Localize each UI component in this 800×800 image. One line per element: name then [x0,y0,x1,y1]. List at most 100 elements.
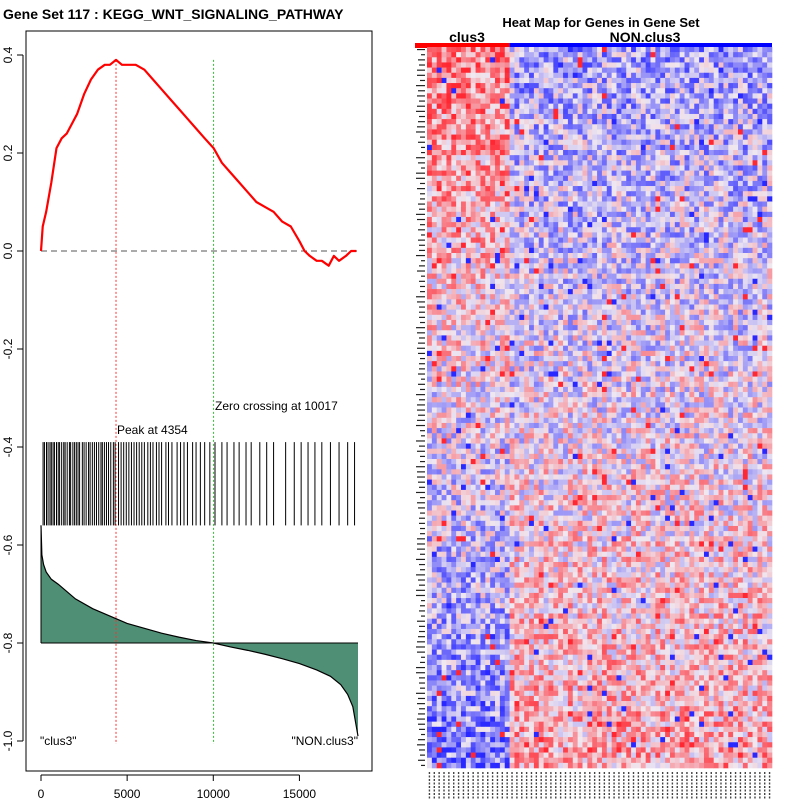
heatmap-cell [485,191,491,197]
heatmap-cell [592,309,598,316]
heatmap-cell [456,88,462,94]
heatmap-cell [767,356,773,362]
heatmap-cell [737,144,744,151]
heatmap-cell [475,155,481,161]
heatmap-cell [626,155,632,161]
heatmap-cell [703,72,710,79]
heatmap-cell [621,134,627,140]
heatmap-cell [747,77,753,84]
heatmap-cell [631,237,637,243]
heatmap-cell [742,366,749,372]
heatmap-cell [431,196,438,202]
heatmap-cell [563,397,569,403]
heatmap-cell [626,247,632,254]
heatmap-cell [635,319,642,326]
heatmap-cell [563,191,569,197]
heatmap-cell [451,72,457,79]
heatmap-cell [441,299,447,305]
heatmap-cell [737,258,744,264]
heatmap-cell [597,289,603,295]
heatmap-cell [436,273,442,280]
heatmap-cell [635,304,642,310]
heatmap-cell [679,340,685,346]
heatmap-cell [728,335,734,341]
heatmap-cell [635,247,642,254]
heatmap-cell [572,273,578,280]
heatmap-cell [660,206,666,213]
heatmap-cell [713,211,719,218]
heatmap-cell [499,57,506,63]
heatmap-cell [757,366,763,372]
heatmap-cell [645,335,651,341]
heatmap-cell [728,392,734,398]
heatmap-cell [456,232,462,238]
heatmap-cell [563,180,569,187]
heatmap-cell [703,294,710,300]
heatmap-cell [553,180,559,187]
heatmap-cell [674,83,680,89]
heatmap-cell [543,180,549,187]
heatmap-cell [713,170,719,177]
heatmap-cell [543,206,549,213]
heatmap-cell [640,113,646,120]
heatmap-cell [436,376,442,383]
heatmap-cell [499,381,506,388]
heatmap-cell [533,330,540,336]
heatmap-cell [601,309,608,316]
heatmap-cell [514,376,520,383]
heatmap-cell [533,47,540,53]
heatmap-cell [563,144,569,151]
heatmap-cell [631,227,637,233]
heatmap-cell [480,335,486,341]
heatmap-cell [436,371,442,377]
heatmap-cell [563,67,569,74]
heatmap-cell [558,129,564,135]
heatmap-cell [723,67,729,74]
heatmap-cell [480,325,486,331]
heatmap-cell [509,191,515,197]
heatmap-cell [509,258,515,264]
heatmap-cell [582,88,588,94]
heatmap-cell [456,180,462,187]
heatmap-cell [514,124,520,130]
heatmap-cell [660,340,666,346]
heatmap-cell [533,216,540,223]
heatmap-cell [645,134,651,140]
heatmap-cell [689,278,695,285]
heatmap-cell [767,191,773,197]
heatmap-cell [461,242,467,249]
heatmap-cell [427,294,433,300]
heatmap-cell [456,103,462,110]
heatmap-cell [441,129,447,135]
heatmap-cell [495,175,501,182]
heatmap-cell [451,330,457,336]
heatmap-cell [582,268,588,274]
heatmap-cell [635,330,642,336]
heatmap-cell [451,139,457,146]
heatmap-cell [485,304,491,310]
heatmap-cell [635,258,642,264]
heatmap-cell [689,268,695,274]
heatmap-cell [431,175,438,182]
heatmap-cell [490,314,496,321]
heatmap-cell [684,319,690,326]
heatmap-cell [524,180,530,187]
heatmap-cell [553,299,559,305]
heatmap-cell [645,319,651,326]
heatmap-cell [597,160,603,166]
heatmap-cell [436,57,442,63]
heatmap-cell [499,83,506,89]
heatmap-cell [660,227,666,233]
heatmap-cell [752,361,758,367]
heatmap-cell [519,211,525,218]
heatmap-cell [446,340,452,346]
heatmap-cell [631,62,637,68]
heatmap-cell [504,206,510,213]
heatmap-cell [509,129,515,135]
heatmap-cell [611,299,617,305]
heatmap-cell [451,77,457,84]
heatmap-cell [582,371,588,377]
heatmap-cell [708,124,714,130]
heatmap-cell [757,222,763,228]
heatmap-cell [514,273,520,280]
